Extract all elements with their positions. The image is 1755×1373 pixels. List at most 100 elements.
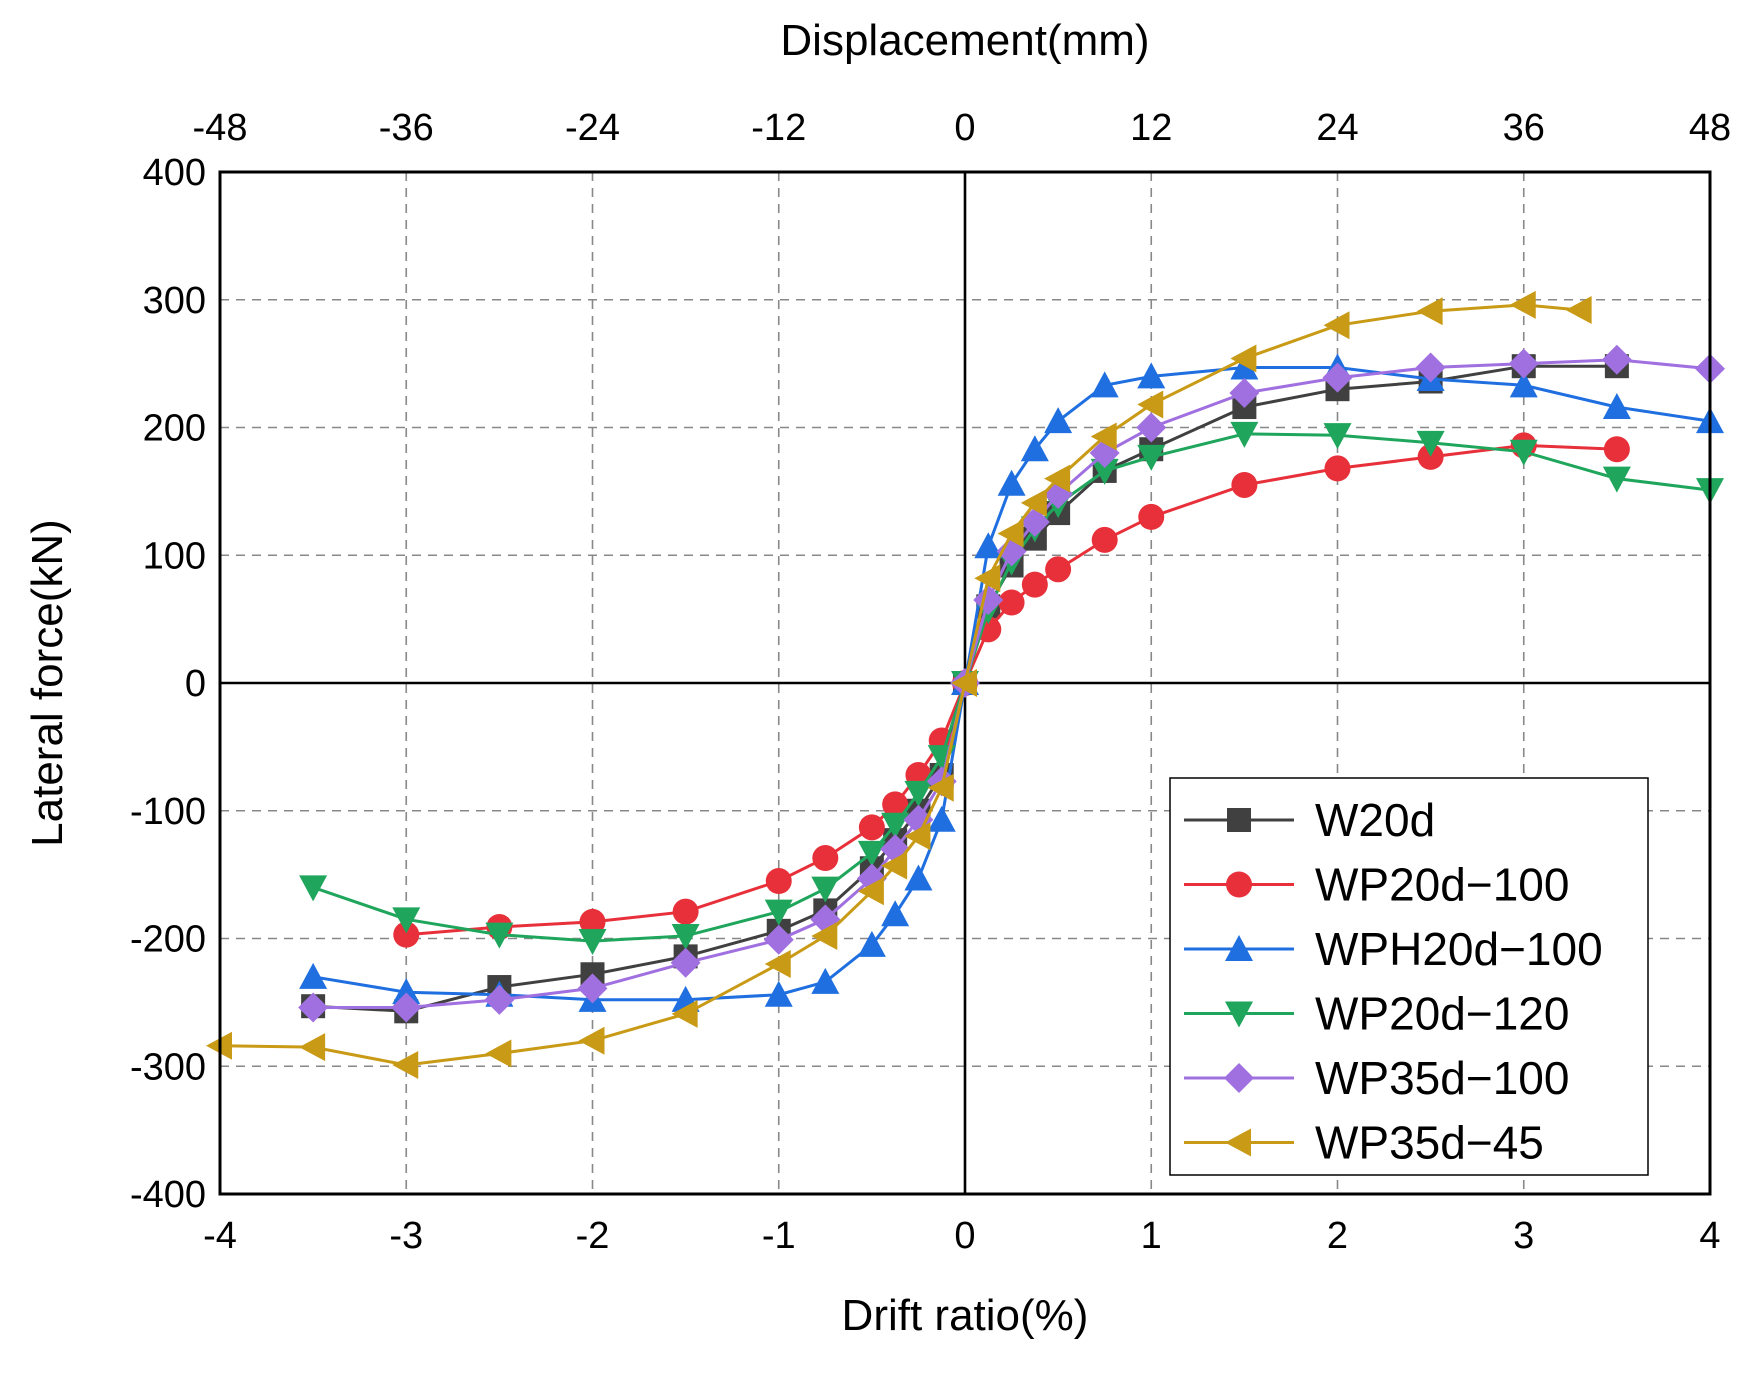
legend-box: [1169, 777, 1649, 1176]
data-point: [857, 930, 886, 957]
x2-tick-label: 0: [954, 107, 975, 149]
x-tick-label: 1: [1141, 1215, 1162, 1257]
data-point: [998, 589, 1025, 616]
x-tick-labels: -4 -3 -2 -1 0 1 2 3 4: [203, 1215, 1720, 1257]
data-point: [765, 868, 792, 895]
data-point: [927, 773, 954, 802]
x-tick-label: 3: [1513, 1215, 1534, 1257]
data-point: [299, 962, 328, 989]
legend-marker: [1224, 1063, 1254, 1093]
data-point: [812, 845, 839, 872]
legend: W20d WP20d−100 WPH20d−100 WP20d−120 WP35d−10…: [1169, 777, 1649, 1176]
data-point: [857, 840, 886, 867]
y-tick-labels: 400 300 200 100 0 -100 -200 -300 -400: [130, 152, 206, 1216]
data-point: [1322, 362, 1353, 393]
data-point: [1044, 464, 1071, 493]
data-point: [764, 950, 791, 979]
legend-label: WP35d−45: [1315, 1117, 1544, 1169]
x-tick-label: 4: [1699, 1215, 1720, 1257]
data-point: [811, 967, 840, 994]
x-tick-label: -4: [203, 1215, 237, 1257]
plot-frame: [218, 170, 1712, 1196]
series-5: [206, 290, 1592, 1079]
data-point: [1021, 571, 1048, 598]
data-point: [578, 1026, 605, 1055]
data-point: [392, 1050, 419, 1079]
data-point: [1323, 423, 1352, 450]
data-point: [299, 1033, 326, 1062]
legend-item: WP20d−100: [1184, 859, 1569, 911]
series-line: [406, 443, 1617, 937]
data-point: [298, 992, 329, 1023]
series-4: [298, 344, 1725, 1023]
data-point: [1044, 407, 1073, 434]
data-point: [763, 924, 794, 955]
data-point: [1509, 290, 1536, 319]
series-line: [219, 303, 1580, 1067]
data-point: [858, 814, 885, 841]
legend-marker: [1225, 935, 1253, 961]
data-point: [1415, 352, 1446, 383]
x-axis-title: Drift ratio(%): [842, 1291, 1089, 1340]
data-point: [1136, 412, 1167, 443]
x-tick-label: 2: [1327, 1215, 1348, 1257]
data-point: [1324, 455, 1351, 482]
data-point: [577, 973, 608, 1004]
series-line: [312, 366, 1711, 1002]
legend-label: WP20d−120: [1315, 988, 1569, 1040]
data-point: [927, 805, 956, 832]
data-point: [485, 922, 514, 949]
series-layer: [206, 290, 1725, 1079]
legend-marker: [1226, 871, 1252, 898]
data-point: [764, 980, 793, 1007]
y-tick-label: 400: [143, 152, 206, 194]
data-point: [1020, 488, 1047, 517]
x2-tick-label: 36: [1503, 107, 1545, 149]
data-point: [1417, 443, 1444, 470]
legend-label: WPH20d−100: [1315, 923, 1603, 975]
x-tick-label: -1: [762, 1215, 796, 1257]
data-point: [1565, 295, 1592, 324]
data-point: [1509, 439, 1538, 466]
data-point: [1602, 393, 1631, 420]
data-point: [881, 900, 910, 927]
data-point: [299, 875, 328, 902]
legend-item: WP35d−45: [1184, 1117, 1544, 1169]
series-line: [313, 358, 1711, 1009]
x-tick-label: -2: [576, 1215, 610, 1257]
legend-item: WPH20d−100: [1184, 923, 1603, 975]
y-tick-label: 200: [143, 408, 206, 450]
data-point: [1230, 421, 1259, 448]
legend-marker: [1227, 808, 1251, 832]
data-point: [1138, 503, 1165, 530]
data-point: [1508, 348, 1539, 379]
data-point: [672, 898, 699, 925]
data-point: [904, 822, 931, 851]
data-point: [974, 564, 1001, 593]
legend-label: WP35d−100: [1315, 1052, 1569, 1104]
data-point: [1137, 444, 1166, 471]
data-point: [881, 812, 910, 839]
data-point: [904, 864, 933, 891]
data-point: [579, 908, 606, 935]
data-point: [1229, 378, 1260, 409]
y-tick-label: 100: [143, 535, 206, 577]
data-point: [1137, 390, 1164, 419]
data-point: [1019, 507, 1050, 538]
data-point: [578, 929, 607, 956]
x2-tick-label: 48: [1689, 107, 1731, 149]
y-tick-label: -400: [130, 1174, 206, 1216]
data-point: [670, 947, 701, 978]
data-point: [1416, 430, 1445, 457]
legend-item: WP20d−120: [1184, 988, 1569, 1040]
x2-tick-label: -48: [193, 107, 248, 149]
x2-tick-label: 24: [1316, 107, 1358, 149]
data-point: [811, 876, 840, 903]
x-tick-label: 0: [954, 1215, 975, 1257]
data-point: [974, 532, 1003, 559]
data-point: [1137, 362, 1166, 389]
data-point: [1091, 526, 1118, 553]
data-point: [904, 780, 933, 807]
x2-tick-label: -12: [751, 107, 806, 149]
